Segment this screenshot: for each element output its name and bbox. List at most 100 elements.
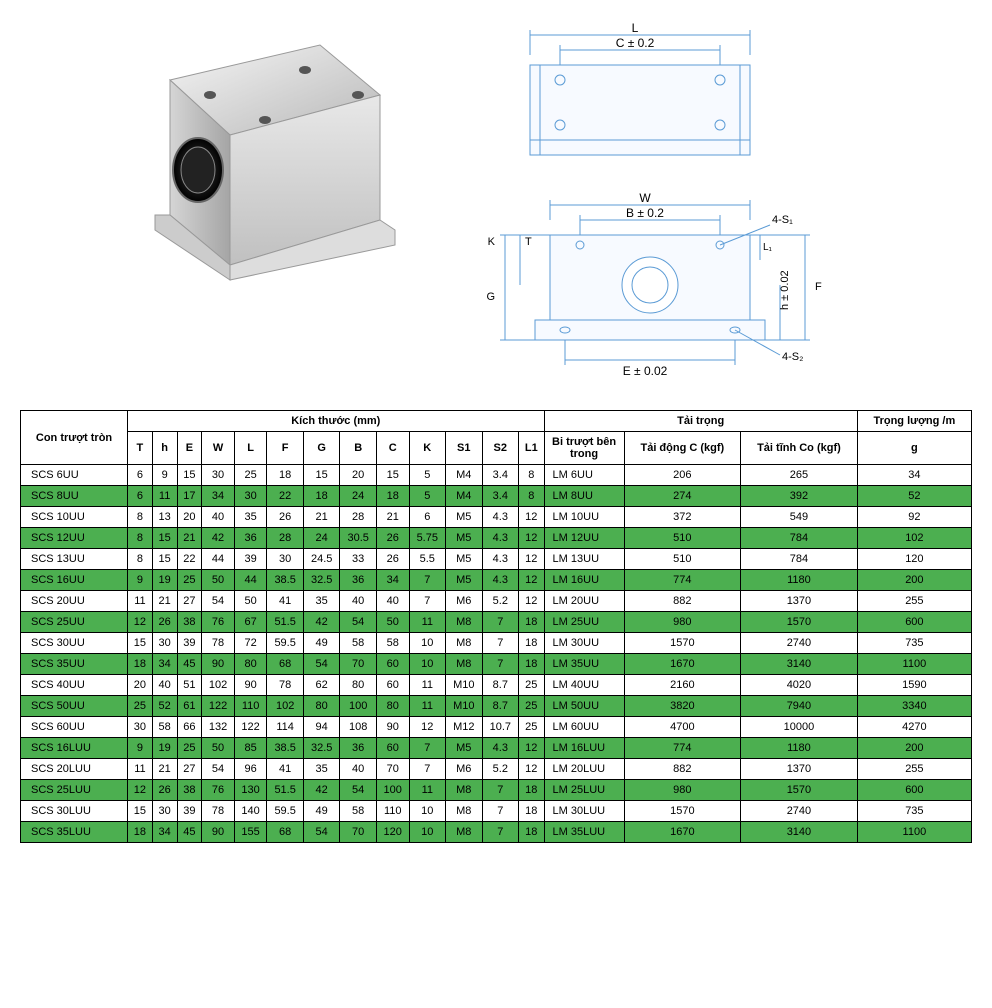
cell-dim: 18 bbox=[519, 780, 545, 801]
cell-dim: 39 bbox=[234, 549, 267, 570]
label-S2: 4-S₂ bbox=[782, 351, 803, 363]
label-E: E ± 0.02 bbox=[623, 364, 668, 378]
cell-bearing: LM 16UU bbox=[544, 570, 624, 591]
cell-dim: M10 bbox=[446, 696, 483, 717]
cell-dim: 39 bbox=[177, 801, 202, 822]
cell-static: 1180 bbox=[741, 738, 858, 759]
cell-dynamic: 4700 bbox=[624, 717, 741, 738]
cell-dim: M8 bbox=[446, 612, 483, 633]
cell-dim: 10 bbox=[409, 822, 446, 843]
cell-dim: 60 bbox=[376, 738, 409, 759]
header-weight: Trọng lượng /m bbox=[857, 411, 971, 432]
cell-model: SCS 8UU bbox=[21, 486, 128, 507]
cell-dim: 25 bbox=[128, 696, 153, 717]
cell-dim: 78 bbox=[202, 633, 235, 654]
cell-dynamic: 1670 bbox=[624, 822, 741, 843]
header-dim-S1: S1 bbox=[446, 432, 483, 465]
cell-dim: 44 bbox=[202, 549, 235, 570]
header-dim-L1: L1 bbox=[519, 432, 545, 465]
cell-dim: M8 bbox=[446, 822, 483, 843]
cell-dim: 4.3 bbox=[482, 549, 519, 570]
cell-weight: 255 bbox=[857, 759, 971, 780]
cell-weight: 3340 bbox=[857, 696, 971, 717]
cell-dim: 8 bbox=[128, 528, 153, 549]
cell-dim: 102 bbox=[202, 675, 235, 696]
cell-dim: 11 bbox=[409, 612, 446, 633]
cell-dim: 40 bbox=[202, 507, 235, 528]
header-dimensions: Kích thước (mm) bbox=[128, 411, 545, 432]
cell-model: SCS 25UU bbox=[21, 612, 128, 633]
table-row: SCS 25UU122638766751.542545011M8718LM 25… bbox=[21, 612, 972, 633]
cell-bearing: LM 20UU bbox=[544, 591, 624, 612]
cell-dim: 40 bbox=[340, 759, 377, 780]
table-row: SCS 12UU815214236282430.5265.75M54.312LM… bbox=[21, 528, 972, 549]
cell-dim: 18 bbox=[303, 486, 340, 507]
cell-dim: M6 bbox=[446, 591, 483, 612]
cell-dim: 100 bbox=[340, 696, 377, 717]
cell-dim: 15 bbox=[128, 801, 153, 822]
cell-dim: 50 bbox=[376, 612, 409, 633]
cell-dynamic: 1570 bbox=[624, 801, 741, 822]
cell-dim: M8 bbox=[446, 654, 483, 675]
cell-dim: 8.7 bbox=[482, 675, 519, 696]
cell-dim: 41 bbox=[267, 759, 304, 780]
cell-dynamic: 1670 bbox=[624, 654, 741, 675]
cell-dim: M10 bbox=[446, 675, 483, 696]
cell-dim: 42 bbox=[202, 528, 235, 549]
cell-dim: 68 bbox=[267, 822, 304, 843]
cell-dim: 18 bbox=[519, 633, 545, 654]
cell-static: 2740 bbox=[741, 633, 858, 654]
cell-dynamic: 274 bbox=[624, 486, 741, 507]
cell-dim: 58 bbox=[152, 717, 177, 738]
cell-dim: M8 bbox=[446, 780, 483, 801]
cell-dim: 110 bbox=[376, 801, 409, 822]
cell-dim: 30.5 bbox=[340, 528, 377, 549]
cell-dim: 10.7 bbox=[482, 717, 519, 738]
cell-dim: 67 bbox=[234, 612, 267, 633]
cell-dim: 94 bbox=[303, 717, 340, 738]
cell-dim: 7 bbox=[409, 759, 446, 780]
header-dim-C: C bbox=[376, 432, 409, 465]
cell-dim: 40 bbox=[152, 675, 177, 696]
cell-dim: 58 bbox=[376, 633, 409, 654]
cell-dim: 9 bbox=[152, 465, 177, 486]
cell-dim: 36 bbox=[340, 570, 377, 591]
cell-dim: 34 bbox=[376, 570, 409, 591]
cell-dim: 18 bbox=[267, 465, 304, 486]
cell-dim: 5.5 bbox=[409, 549, 446, 570]
label-W: W bbox=[639, 191, 651, 205]
cell-dim: M5 bbox=[446, 549, 483, 570]
cell-bearing: LM 8UU bbox=[544, 486, 624, 507]
cell-dim: 12 bbox=[519, 738, 545, 759]
cell-bearing: LM 16LUU bbox=[544, 738, 624, 759]
header-dim-h: h bbox=[152, 432, 177, 465]
cell-dim: 5.75 bbox=[409, 528, 446, 549]
cell-bearing: LM 50UU bbox=[544, 696, 624, 717]
header-dim-L: L bbox=[234, 432, 267, 465]
cell-model: SCS 16LUU bbox=[21, 738, 128, 759]
cell-dim: 52 bbox=[152, 696, 177, 717]
cell-dim: 21 bbox=[152, 759, 177, 780]
cell-dim: 30 bbox=[128, 717, 153, 738]
cell-dim: 102 bbox=[267, 696, 304, 717]
cell-dim: 18 bbox=[519, 801, 545, 822]
cell-weight: 735 bbox=[857, 633, 971, 654]
cell-dim: 17 bbox=[177, 486, 202, 507]
cell-dim: 49 bbox=[303, 633, 340, 654]
cell-dim: 26 bbox=[152, 612, 177, 633]
cell-dim: 7 bbox=[482, 654, 519, 675]
cell-dim: 58 bbox=[340, 801, 377, 822]
cell-dim: 21 bbox=[177, 528, 202, 549]
cell-dim: 15 bbox=[376, 465, 409, 486]
cell-dim: 54 bbox=[202, 591, 235, 612]
cell-dim: 11 bbox=[128, 591, 153, 612]
table-row: SCS 40UU204051102907862806011M108.725LM … bbox=[21, 675, 972, 696]
cell-dim: 33 bbox=[340, 549, 377, 570]
cell-dim: 32.5 bbox=[303, 570, 340, 591]
cell-dim: 66 bbox=[177, 717, 202, 738]
cell-static: 3140 bbox=[741, 654, 858, 675]
cell-dim: 24 bbox=[303, 528, 340, 549]
table-row: SCS 30UU153039787259.549585810M8718LM 30… bbox=[21, 633, 972, 654]
cell-dim: 130 bbox=[234, 780, 267, 801]
cell-dim: 38.5 bbox=[267, 570, 304, 591]
